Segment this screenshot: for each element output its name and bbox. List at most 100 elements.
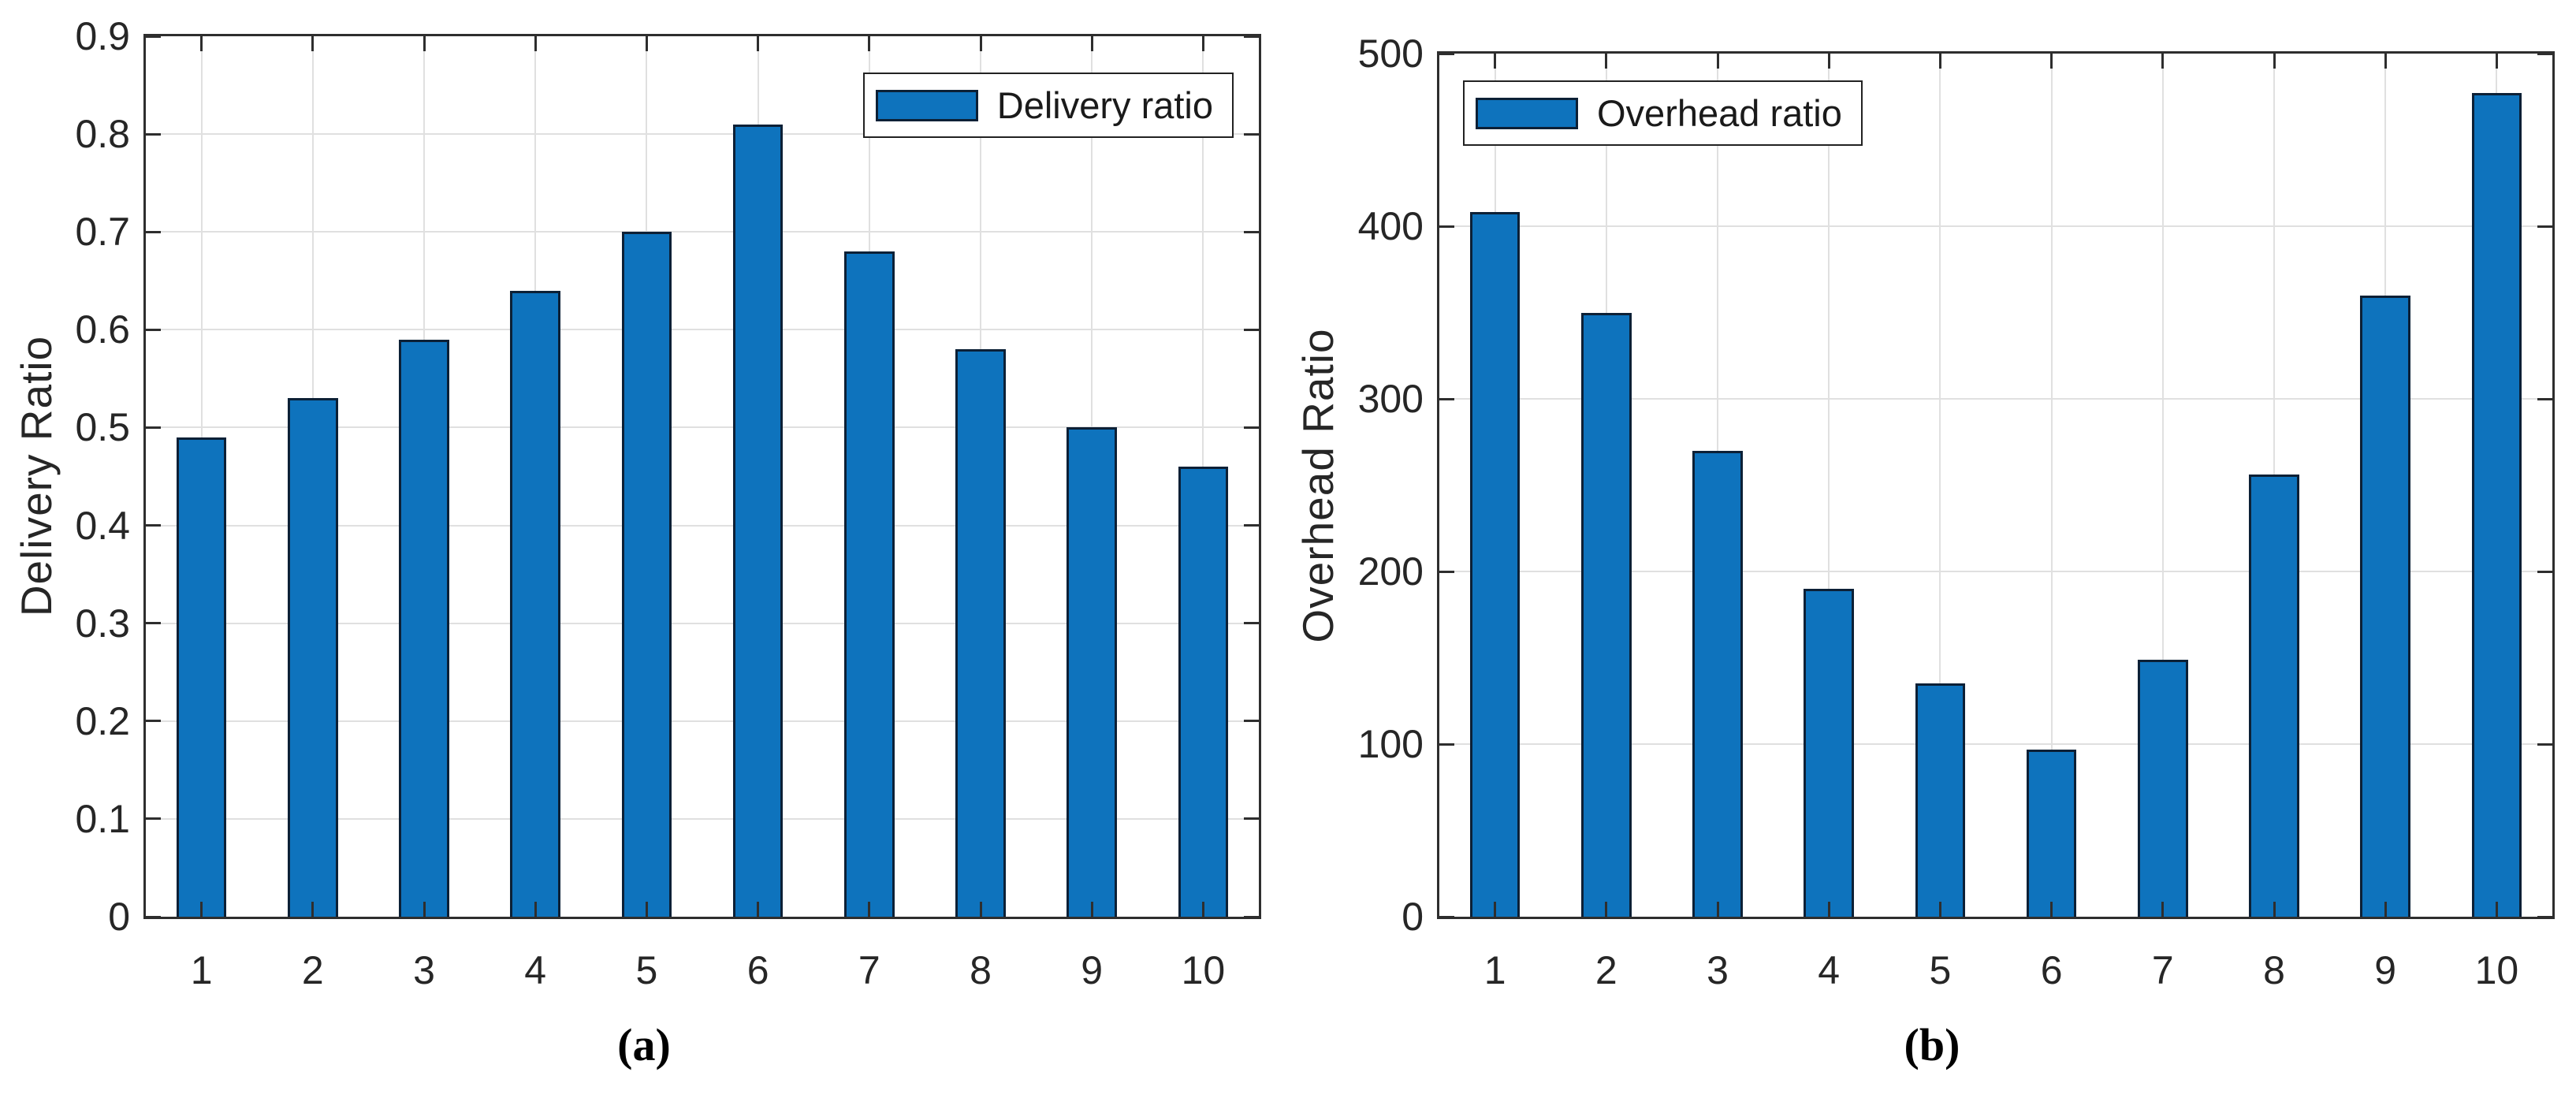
bar	[1581, 312, 1632, 917]
x-tick-mark	[200, 36, 203, 51]
x-tick-label: 7	[858, 948, 880, 992]
y-tick-mark	[1439, 52, 1454, 55]
gridline-horizontal	[146, 817, 1259, 820]
y-tick-mark	[1244, 35, 1259, 38]
gridline-horizontal	[146, 231, 1259, 233]
y-tick-mark	[1244, 720, 1259, 723]
x-tick-mark	[2050, 902, 2053, 917]
y-tick-mark	[146, 720, 161, 723]
y-tick-label: 400	[1357, 204, 1424, 248]
bar	[399, 339, 449, 917]
x-tick-mark	[534, 36, 537, 51]
y-tick-mark	[1244, 915, 1259, 918]
bar	[955, 349, 1006, 917]
x-tick-mark	[1494, 54, 1497, 69]
y-tick-mark	[2537, 915, 2552, 918]
x-tick-mark	[1827, 902, 1830, 917]
caption-text: (a)	[617, 1019, 671, 1070]
gridline-horizontal	[146, 426, 1259, 429]
x-tick-mark	[1605, 54, 1608, 69]
plot-area: Overhead ratio	[1437, 51, 2555, 919]
figure-overhead-ratio: Overhead Ratio Overhead ratio (b) 0 100 20…	[1288, 0, 2576, 1098]
x-tick-mark	[1716, 54, 1719, 69]
bar	[510, 290, 560, 917]
y-tick-mark	[1439, 570, 1454, 573]
bar	[1067, 427, 1117, 917]
y-tick-label: 0.4	[75, 503, 130, 548]
y-tick-mark	[1244, 230, 1259, 233]
y-tick-mark	[1439, 743, 1454, 746]
bar	[2138, 659, 2188, 917]
x-tick-label: 4	[1818, 948, 1841, 992]
y-tick-label: 0	[1402, 895, 1424, 939]
y-tick-mark	[2537, 225, 2552, 228]
y-tick-mark	[146, 915, 161, 918]
x-tick-mark	[1201, 902, 1204, 917]
y-tick-mark	[1244, 132, 1259, 136]
gridline-horizontal	[146, 524, 1259, 527]
x-tick-mark	[645, 36, 648, 51]
x-tick-mark	[311, 36, 315, 51]
gridline-horizontal	[1439, 571, 2552, 572]
x-tick-mark	[423, 36, 426, 51]
bar	[1469, 212, 1521, 917]
bar	[732, 124, 784, 917]
x-tick-label: 9	[1081, 948, 1104, 992]
x-tick-label: 8	[970, 948, 992, 992]
y-tick-mark	[146, 132, 161, 136]
x-tick-mark	[2495, 902, 2498, 917]
y-tick-mark	[146, 328, 161, 331]
x-tick-label: 4	[524, 948, 547, 992]
x-tick-mark	[868, 902, 871, 917]
y-tick-mark	[1244, 328, 1259, 331]
x-tick-label: 6	[2040, 948, 2063, 992]
gridline-horizontal	[146, 720, 1259, 722]
gridline-horizontal	[146, 622, 1259, 624]
bar	[1178, 467, 1229, 917]
y-axis-label: Delivery Ratio	[12, 335, 61, 617]
x-tick-label: 1	[190, 948, 213, 992]
x-tick-mark	[645, 902, 648, 917]
bar	[2360, 295, 2410, 917]
y-tick-mark	[146, 622, 161, 625]
y-tick-mark	[1244, 426, 1259, 429]
y-tick-mark	[2537, 52, 2552, 55]
legend-label: Overhead ratio	[1597, 92, 1842, 134]
caption: (a)	[0, 1018, 1288, 1071]
x-tick-label: 5	[1929, 948, 1952, 992]
x-tick-mark	[757, 902, 760, 917]
y-tick-mark	[1244, 524, 1259, 527]
bar	[621, 232, 672, 917]
x-tick-mark	[2161, 54, 2165, 69]
y-tick-mark	[146, 524, 161, 527]
x-tick-mark	[1494, 902, 1497, 917]
y-tick-mark	[146, 230, 161, 233]
y-tick-mark	[2537, 743, 2552, 746]
bar	[2249, 475, 2299, 917]
x-tick-mark	[2495, 54, 2498, 69]
plot-area: Delivery ratio	[143, 34, 1261, 919]
x-tick-mark	[757, 36, 760, 51]
y-tick-label: 0.6	[75, 307, 130, 352]
gridline-vertical	[2050, 54, 2053, 917]
x-tick-mark	[1938, 54, 1941, 69]
caption-text: (b)	[1904, 1019, 1960, 1070]
x-tick-mark	[1716, 902, 1719, 917]
y-tick-label: 0.3	[75, 601, 130, 646]
y-tick-label: 300	[1357, 377, 1424, 421]
x-tick-mark	[2273, 902, 2276, 917]
y-tick-mark	[1244, 622, 1259, 625]
gridline-vertical	[2161, 54, 2164, 917]
y-tick-mark	[146, 817, 161, 821]
y-tick-mark	[2537, 397, 2552, 400]
legend: Overhead ratio	[1463, 80, 1863, 146]
x-tick-mark	[1827, 54, 1830, 69]
bar	[844, 251, 895, 917]
x-tick-label: 9	[2374, 948, 2397, 992]
x-tick-label: 1	[1483, 948, 1506, 992]
y-axis-label: Overhead Ratio	[1294, 328, 1342, 643]
gridline-vertical	[1828, 54, 1830, 917]
gridline-horizontal	[146, 329, 1259, 331]
bar	[1804, 588, 1854, 917]
gridline-horizontal	[146, 133, 1259, 136]
